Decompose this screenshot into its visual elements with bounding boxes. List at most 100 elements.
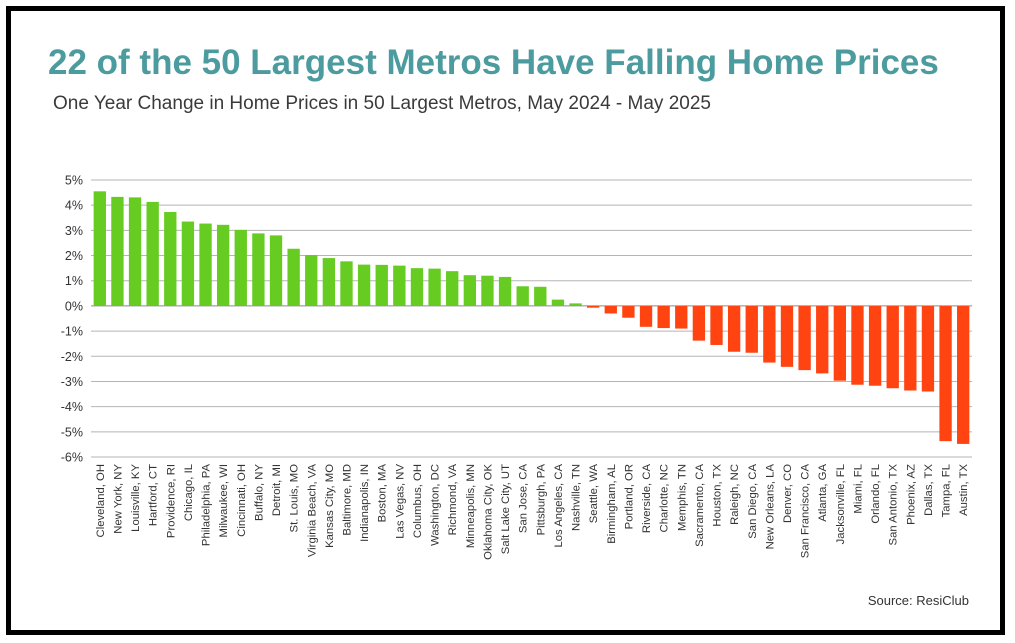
bar xyxy=(516,286,529,306)
bar xyxy=(551,299,565,306)
bar xyxy=(164,211,177,306)
bar xyxy=(692,305,706,341)
bar xyxy=(569,303,582,306)
x-tick-label: Philadelphia, PA xyxy=(201,464,213,547)
bar xyxy=(481,275,494,306)
bar xyxy=(675,305,688,329)
bar xyxy=(904,305,917,391)
x-tick-label: Buffalo, NY xyxy=(253,464,265,521)
x-tick-label: Tampa, FL xyxy=(941,464,953,517)
source-note: Source: ResiClub xyxy=(867,593,969,608)
bar xyxy=(763,305,776,363)
x-tick-label: San Antonio, TX xyxy=(888,464,900,546)
chart-title: 22 of the 50 Largest Metros Have Falling… xyxy=(48,43,939,82)
x-tick-label: Jacksonville, FL xyxy=(835,464,847,544)
bar xyxy=(146,201,159,306)
bar xyxy=(727,305,741,352)
x-tick-label: Louisville, KY xyxy=(130,464,142,532)
x-tick-label: St. Louis, MO xyxy=(289,464,301,533)
x-tick-label: Washington, DC xyxy=(430,464,442,546)
bar xyxy=(269,235,283,306)
y-tick-label: -1% xyxy=(61,325,83,339)
bar xyxy=(622,305,635,318)
y-tick-label: 3% xyxy=(65,224,83,238)
y-tick-label: 5% xyxy=(65,174,83,188)
bar xyxy=(340,261,353,306)
bar xyxy=(216,224,230,306)
x-tick-label: Baltimore, MD xyxy=(341,464,353,536)
bar xyxy=(604,305,617,314)
bar xyxy=(868,305,882,386)
x-tick-label: Nashville, TN xyxy=(571,464,583,531)
x-tick-label: Cleveland, OH xyxy=(95,464,107,537)
x-tick-label: Denver, CO xyxy=(782,464,794,523)
bar xyxy=(657,305,670,329)
x-tick-label: Sacramento, CA xyxy=(694,464,706,547)
x-tick-label: Pittsburgh, PA xyxy=(535,464,547,536)
y-tick-label: -3% xyxy=(61,375,83,389)
x-tick-label: Providence, RI xyxy=(165,464,177,538)
bar xyxy=(710,305,723,345)
bar xyxy=(181,221,195,306)
bar xyxy=(745,305,758,353)
bar xyxy=(322,258,336,306)
y-tick-label: 2% xyxy=(65,249,83,263)
x-tick-label: Riverside, CA xyxy=(641,464,653,534)
x-tick-label: Milwaukee, WI xyxy=(218,464,230,537)
x-tick-label: Seattle, WA xyxy=(588,464,600,524)
bar xyxy=(816,305,829,374)
x-tick-label: Kansas City, MO xyxy=(324,464,336,548)
x-tick-label: Indianapolis, IN xyxy=(359,464,371,542)
bar xyxy=(957,305,970,444)
bar xyxy=(798,305,811,371)
x-tick-label: Minneapolis, MN xyxy=(465,464,477,548)
x-tick-label: Virginia Beach, VA xyxy=(306,464,318,558)
x-tick-label: Phoenix, AZ xyxy=(905,464,917,525)
y-tick-label: -5% xyxy=(61,425,83,439)
x-tick-label: New Orleans, LA xyxy=(764,464,776,550)
x-tick-label: Hartford, CT xyxy=(148,464,160,526)
bar xyxy=(199,223,212,306)
bar xyxy=(498,276,512,306)
bar xyxy=(410,268,424,306)
bar xyxy=(375,264,388,306)
x-tick-label: Columbus, OH xyxy=(412,464,424,538)
x-tick-label: Portland, OR xyxy=(623,464,635,529)
chart-subtitle: One Year Change in Home Prices in 50 Lar… xyxy=(53,93,711,114)
x-tick-label: Chicago, IL xyxy=(183,464,195,521)
x-tick-label: Oklahoma City, OK xyxy=(482,464,494,560)
bar xyxy=(428,268,441,306)
y-tick-label: 4% xyxy=(65,199,83,213)
x-tick-label: Birmingham, AL xyxy=(606,464,618,544)
x-tick-label: Miami, FL xyxy=(852,464,864,514)
x-tick-label: Atlanta, GA xyxy=(817,464,829,522)
x-tick-label: Salt Lake City, UT xyxy=(500,464,512,554)
y-tick-label: 0% xyxy=(65,299,83,313)
bar xyxy=(587,305,600,308)
bar xyxy=(851,305,864,385)
bar xyxy=(357,264,371,306)
x-tick-label: San Jose, CA xyxy=(518,464,530,534)
bar xyxy=(252,233,265,306)
x-tick-label: Boston, MA xyxy=(377,464,389,523)
bar xyxy=(287,248,300,306)
bar xyxy=(393,265,406,306)
x-tick-label: Raleigh, NC xyxy=(729,464,741,525)
x-tick-label: Dallas, TX xyxy=(923,464,935,516)
x-tick-label: Richmond, VA xyxy=(447,464,459,536)
bar xyxy=(886,305,899,389)
x-tick-label: Los Angeles, CA xyxy=(553,464,565,548)
bar xyxy=(234,229,247,306)
y-tick-label: 1% xyxy=(65,274,83,288)
x-axis-labels: Cleveland, OH New York, NY Louisville, KY H… xyxy=(95,464,970,560)
x-tick-label: Houston, TX xyxy=(712,464,724,527)
bar xyxy=(111,196,124,306)
x-tick-label: Memphis, TN xyxy=(676,464,688,531)
x-tick-label: Detroit, MI xyxy=(271,464,283,516)
y-axis-ticks: 5% 4% 3% 2% 1% 0% -1% -2% -3% -4% -5% -6% xyxy=(61,174,83,465)
bar xyxy=(463,275,476,306)
x-tick-label: Las Vegas, NV xyxy=(394,464,406,539)
bars xyxy=(93,191,970,444)
x-tick-label: Charlotte, NC xyxy=(659,464,671,532)
